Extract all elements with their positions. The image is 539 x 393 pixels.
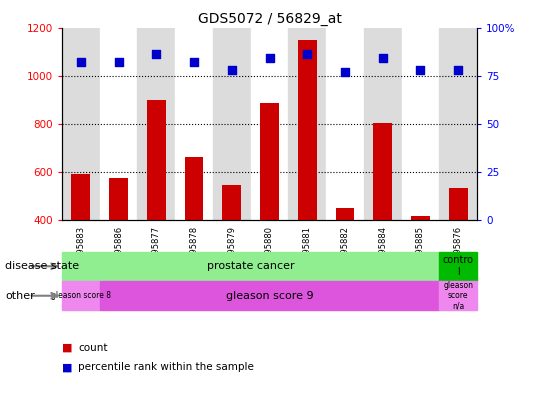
Bar (298, 40, 317, 316)
Point (265, 55, 274, 61)
Bar (100, 28, 137, 220)
Bar (411, 217, 430, 316)
Bar (364, 28, 402, 220)
Text: count: count (78, 343, 108, 353)
Bar (402, 28, 439, 220)
Bar (326, 28, 364, 220)
Bar (439, 281, 477, 310)
Bar (222, 185, 241, 316)
Point (114, 59, 123, 65)
Point (378, 55, 387, 61)
Bar (175, 28, 213, 220)
Point (303, 51, 312, 58)
Title: GDS5072 / 56829_at: GDS5072 / 56829_at (198, 13, 341, 26)
Text: prostate cancer: prostate cancer (207, 261, 294, 271)
Bar (288, 28, 326, 220)
Bar (147, 100, 166, 316)
Bar (251, 28, 288, 220)
Text: other: other (5, 291, 35, 301)
Point (416, 67, 425, 73)
Text: contro
l: contro l (443, 255, 474, 277)
Bar (373, 123, 392, 316)
Text: ■: ■ (62, 343, 72, 353)
Point (152, 51, 161, 58)
Bar (213, 28, 251, 220)
Text: disease state: disease state (5, 261, 80, 271)
Bar (109, 178, 128, 316)
Bar (448, 187, 467, 316)
Bar (439, 252, 477, 281)
Text: gleason score 8: gleason score 8 (51, 291, 111, 300)
Bar (335, 208, 355, 316)
Text: ■: ■ (62, 362, 72, 373)
Bar (260, 103, 279, 316)
Bar (439, 28, 477, 220)
Bar (62, 28, 100, 220)
Point (227, 67, 236, 73)
Point (341, 69, 349, 75)
Bar (184, 158, 204, 316)
Point (77, 59, 85, 65)
Bar (62, 281, 100, 310)
Bar (137, 28, 175, 220)
Text: percentile rank within the sample: percentile rank within the sample (78, 362, 254, 373)
Bar (100, 281, 439, 310)
Text: gleason score 9: gleason score 9 (226, 291, 313, 301)
Text: gleason
score
n/a: gleason score n/a (443, 281, 473, 310)
Point (190, 59, 198, 65)
Point (454, 67, 462, 73)
Bar (71, 174, 90, 316)
